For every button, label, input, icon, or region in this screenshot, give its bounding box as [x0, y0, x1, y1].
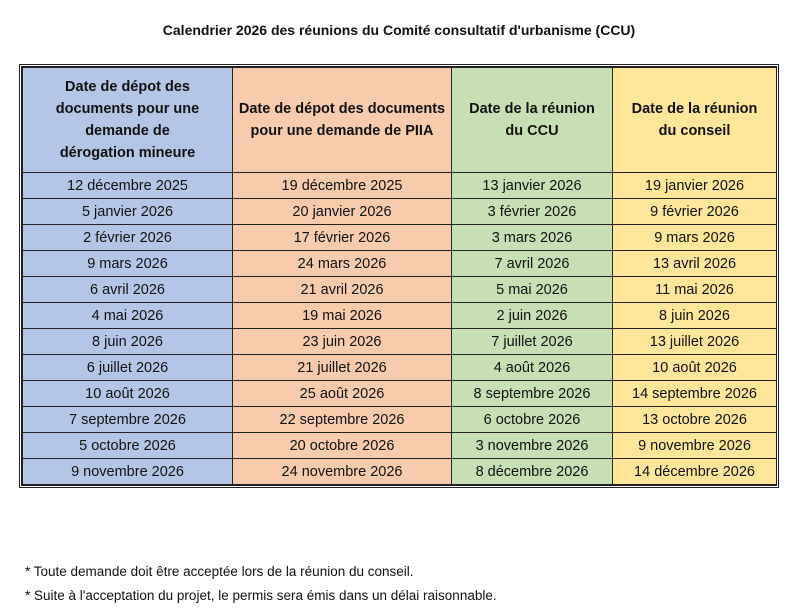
conseil-date: 9 novembre 2026: [612, 432, 777, 459]
derogation-date: 9 novembre 2026: [22, 458, 233, 485]
conseil-date: 9 mars 2026: [612, 224, 777, 251]
derogation-date: 7 septembre 2026: [22, 406, 233, 433]
header-piia: Date de dépot des documents pour une dem…: [232, 67, 452, 173]
derogation-date: 6 avril 2026: [22, 276, 233, 303]
ccu-date: 3 mars 2026: [451, 224, 613, 251]
table-row: 9 novembre 2026 24 novembre 2026 8 décembr…: [22, 458, 777, 485]
table-row: 4 mai 2026 19 mai 2026 2 juin 2026 8 juin 2…: [22, 302, 777, 329]
conseil-date: 13 octobre 2026: [612, 406, 777, 433]
ccu-date: 8 décembre 2026: [451, 458, 613, 485]
ccu-date: 6 octobre 2026: [451, 406, 613, 433]
page-title: Calendrier 2026 des réunions du Comité c…: [162, 22, 636, 38]
piia-date: 24 mars 2026: [232, 250, 452, 277]
table-row: 8 juin 2026 23 juin 2026 7 juillet 2026 13 …: [22, 328, 777, 355]
ccu-date: 4 août 2026: [451, 354, 613, 381]
piia-date: 24 novembre 2026: [232, 458, 452, 485]
table-row: 6 avril 2026 21 avril 2026 5 mai 2026 11 ma…: [22, 276, 777, 303]
ccu-date: 5 mai 2026: [451, 276, 613, 303]
conseil-date: 9 février 2026: [612, 198, 777, 225]
piia-date: 19 mai 2026: [232, 302, 452, 329]
derogation-date: 5 octobre 2026: [22, 432, 233, 459]
conseil-date: 14 décembre 2026: [612, 458, 777, 485]
header-derogation: Date de dépot des documents pour une dem…: [22, 67, 233, 173]
footnote: * Toute demande doit être acceptée lors …: [25, 564, 414, 579]
derogation-date: 12 décembre 2025: [22, 172, 233, 199]
footnote: * Suite à l'acceptation du projet, le pe…: [25, 588, 497, 603]
ccu-date: 7 avril 2026: [451, 250, 613, 277]
ccu-date: 13 janvier 2026: [451, 172, 613, 199]
conseil-date: 19 janvier 2026: [612, 172, 777, 199]
table-row: 6 juillet 2026 21 juillet 2026 4 août 2026…: [22, 354, 777, 381]
footnotes: * Toute demande doit être acceptée lors …: [25, 560, 497, 608]
conseil-date: 8 juin 2026: [612, 302, 777, 329]
table-row: 9 mars 2026 24 mars 2026 7 avril 2026 13 av…: [22, 250, 777, 277]
ccu-date: 3 novembre 2026: [451, 432, 613, 459]
conseil-date: 13 juillet 2026: [612, 328, 777, 355]
table-row: 2 février 2026 17 février 2026 3 mars 2026…: [22, 224, 777, 251]
table-row: 12 décembre 2025 19 décembre 2025 13 janvi…: [22, 172, 777, 199]
schedule-table-frame: Date de dépot des documents pour une dem…: [19, 64, 779, 488]
derogation-date: 9 mars 2026: [22, 250, 233, 277]
table-header-row: Date de dépot des documents pour une dem…: [22, 67, 777, 173]
piia-date: 21 juillet 2026: [232, 354, 452, 381]
piia-date: 21 avril 2026: [232, 276, 452, 303]
table-row: 5 octobre 2026 20 octobre 2026 3 novembre …: [22, 432, 777, 459]
derogation-date: 10 août 2026: [22, 380, 233, 407]
derogation-date: 6 juillet 2026: [22, 354, 233, 381]
piia-date: 17 février 2026: [232, 224, 452, 251]
piia-date: 23 juin 2026: [232, 328, 452, 355]
derogation-date: 4 mai 2026: [22, 302, 233, 329]
derogation-date: 5 janvier 2026: [22, 198, 233, 225]
table-row: 5 janvier 2026 20 janvier 2026 3 février 2…: [22, 198, 777, 225]
ccu-date: 3 février 2026: [451, 198, 613, 225]
table-row: 10 août 2026 25 août 2026 8 septembre 2026…: [22, 380, 777, 407]
conseil-date: 10 août 2026: [612, 354, 777, 381]
ccu-date: 2 juin 2026: [451, 302, 613, 329]
derogation-date: 2 février 2026: [22, 224, 233, 251]
ccu-date: 7 juillet 2026: [451, 328, 613, 355]
piia-date: 25 août 2026: [232, 380, 452, 407]
piia-date: 20 octobre 2026: [232, 432, 452, 459]
header-conseil: Date de la réunion du conseil: [612, 67, 777, 173]
piia-date: 22 septembre 2026: [232, 406, 452, 433]
piia-date: 19 décembre 2025: [232, 172, 452, 199]
conseil-date: 11 mai 2026: [612, 276, 777, 303]
conseil-date: 14 septembre 2026: [612, 380, 777, 407]
ccu-date: 8 septembre 2026: [451, 380, 613, 407]
conseil-date: 13 avril 2026: [612, 250, 777, 277]
table-row: 7 septembre 2026 22 septembre 2026 6 octob…: [22, 406, 777, 433]
schedule-table: Date de dépot des documents pour une dem…: [22, 67, 777, 485]
piia-date: 20 janvier 2026: [232, 198, 452, 225]
derogation-date: 8 juin 2026: [22, 328, 233, 355]
header-ccu: Date de la réunion du CCU: [451, 67, 613, 173]
